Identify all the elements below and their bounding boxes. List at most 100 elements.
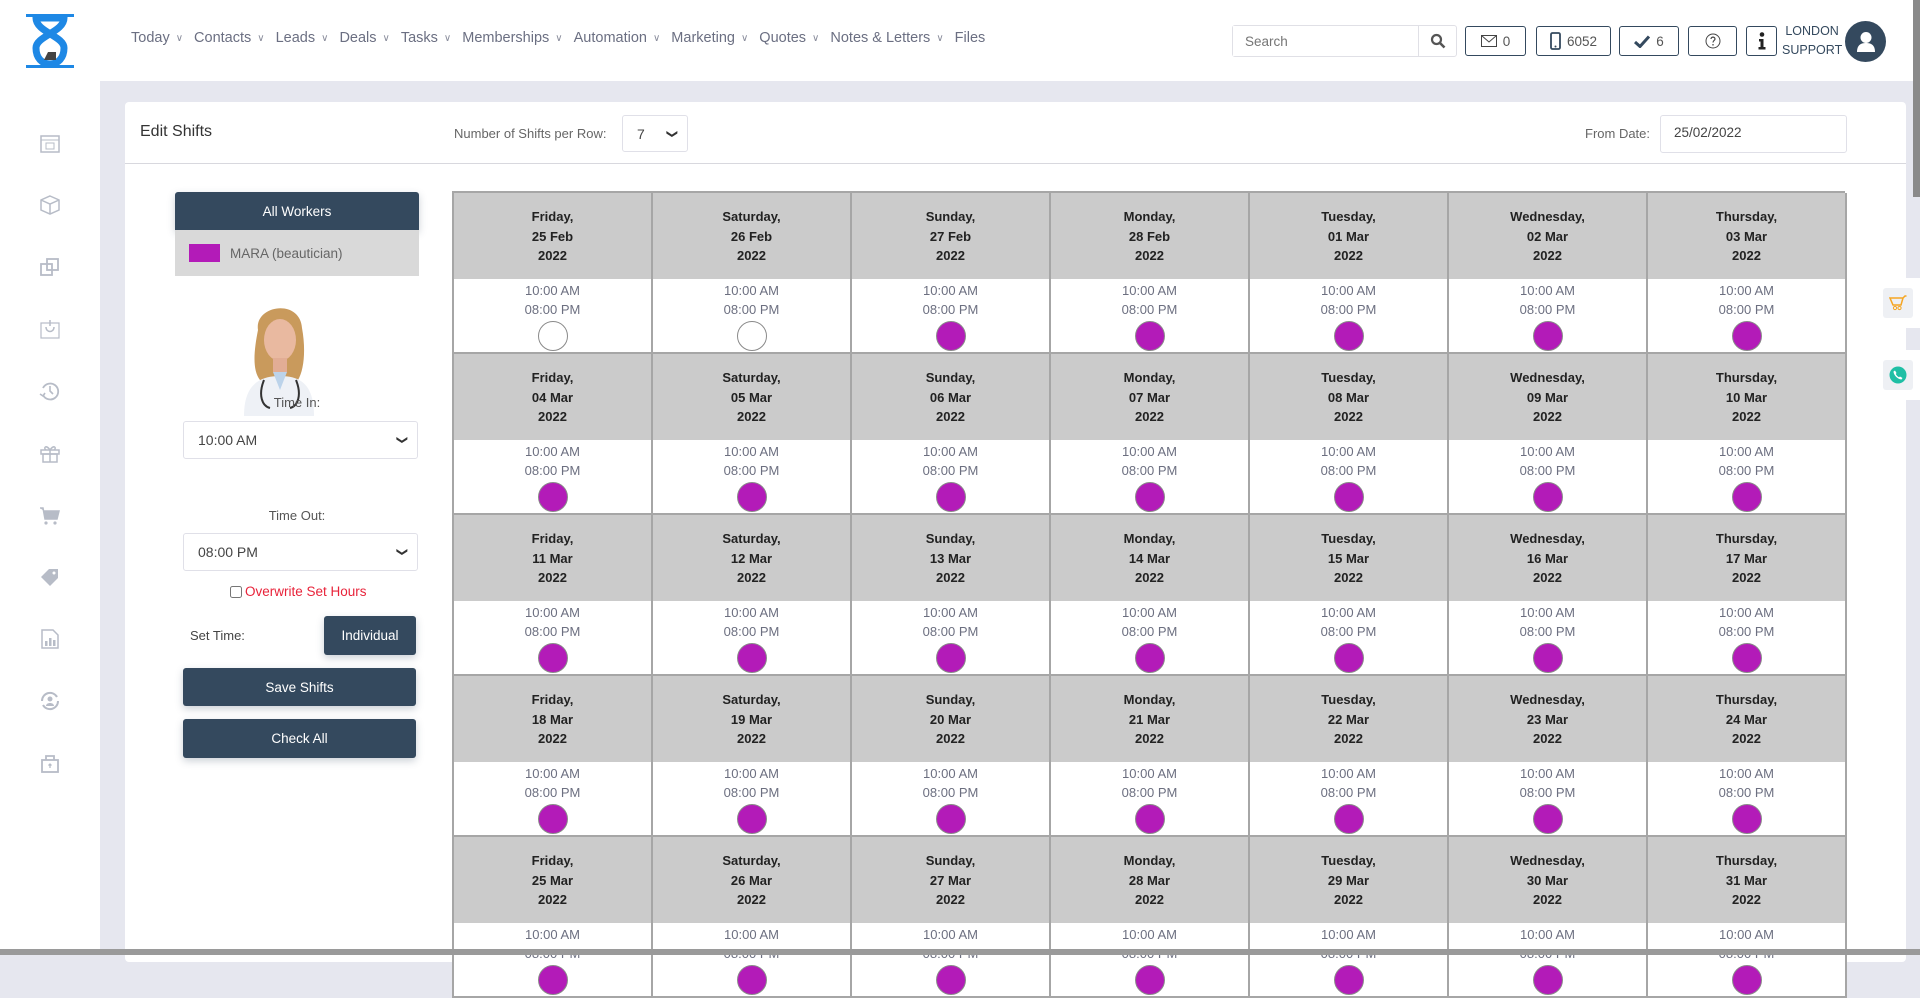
worker-item[interactable]: MARA (beautician) [175,230,419,276]
shift-toggle[interactable] [1333,965,1364,995]
sidebar-history-icon[interactable] [38,379,62,403]
sidebar-basket-icon[interactable] [38,317,62,341]
horizontal-scrollbar[interactable] [0,949,1920,955]
shift-date-header: Thursday, 31 Mar 2022 [1648,837,1845,923]
shift-toggle[interactable] [1532,804,1563,834]
cart-float-button[interactable] [1876,278,1920,328]
shift-cell: Saturday, 12 Mar 2022 10:00 AM 08:00 PM [653,515,852,676]
save-shifts-button[interactable]: Save Shifts [183,668,416,706]
nav-item-files[interactable]: Files [954,30,986,46]
sidebar-cart-icon[interactable] [38,503,62,527]
shift-toggle[interactable] [1731,643,1762,673]
shift-toggle[interactable] [1333,804,1364,834]
sidebar [0,81,100,955]
shift-cell: Wednesday, 09 Mar 2022 10:00 AM 08:00 PM [1449,354,1648,515]
shift-toggle[interactable] [1134,321,1165,351]
sidebar-user-sync-icon[interactable] [38,689,62,713]
shifts-per-row-select[interactable]: 7 ❯ [622,115,688,152]
shift-date-header: Sunday, 27 Feb 2022 [852,193,1049,279]
shift-toggle[interactable] [537,643,568,673]
overwrite-checkbox[interactable] [230,585,242,598]
sidebar-report-icon[interactable] [38,627,62,651]
phone-button[interactable]: 6052 [1536,26,1611,56]
shift-toggle[interactable] [537,482,568,512]
mail-button[interactable]: 0 [1465,26,1526,56]
overwrite-set-hours: Overwrite Set Hours [230,584,367,599]
sidebar-tag-icon[interactable] [38,565,62,589]
nav-item-leads[interactable]: Leads ∨ [275,30,329,46]
phone-float-button[interactable] [1876,350,1920,400]
shift-toggle[interactable] [736,482,767,512]
shift-toggle[interactable] [1333,643,1364,673]
nav-item-automation[interactable]: Automation ∨ [573,30,661,46]
nav-item-today[interactable]: Today ∨ [131,30,184,46]
search-input[interactable] [1233,26,1418,56]
main-nav: Today ∨ Contacts ∨ Leads ∨ Deals ∨ Tasks ∨ Members… [131,30,996,46]
vertical-scrollbar[interactable] [1913,0,1920,197]
shift-toggle[interactable] [1532,321,1563,351]
shift-toggle[interactable] [1532,643,1563,673]
shift-toggle[interactable] [1731,482,1762,512]
shift-toggle[interactable] [1333,482,1364,512]
avatar[interactable] [1845,21,1886,62]
shift-time-out: 08:00 PM [1519,785,1576,800]
shift-toggle[interactable] [935,321,966,351]
shift-toggle[interactable] [1134,643,1165,673]
sidebar-box-icon[interactable] [38,193,62,217]
shift-toggle[interactable] [1731,965,1762,995]
nav-item-marketing[interactable]: Marketing ∨ [671,30,749,46]
shift-date-header: Wednesday, 30 Mar 2022 [1449,837,1646,923]
shift-toggle[interactable] [537,321,568,351]
hourglass-logo[interactable] [24,14,76,68]
check-all-button[interactable]: Check All [183,719,416,758]
nav-item-notes-letters[interactable]: Notes & Letters ∨ [830,30,944,46]
shift-toggle[interactable] [1134,965,1165,995]
search-button[interactable] [1418,26,1456,56]
shift-toggle[interactable] [736,965,767,995]
shift-time-in: 10:00 AM [1520,766,1575,781]
shift-times: 10:00 AM 08:00 PM [653,279,850,352]
all-workers-button[interactable]: All Workers [175,192,419,230]
nav-item-memberships[interactable]: Memberships ∨ [462,30,563,46]
shift-times: 10:00 AM 08:00 PM [1449,762,1646,835]
shift-toggle[interactable] [537,804,568,834]
shift-times: 10:00 AM 08:00 PM [1648,440,1845,513]
shift-toggle[interactable] [736,643,767,673]
shift-toggle[interactable] [1731,804,1762,834]
nav-item-tasks[interactable]: Tasks ∨ [400,30,452,46]
shift-toggle[interactable] [1134,482,1165,512]
shift-toggle[interactable] [935,482,966,512]
shift-cell: Monday, 14 Mar 2022 10:00 AM 08:00 PM [1051,515,1250,676]
nav-item-quotes[interactable]: Quotes ∨ [759,30,820,46]
sidebar-lock-icon[interactable] [38,751,62,775]
sidebar-gift-icon[interactable] [38,441,62,465]
nav-item-contacts[interactable]: Contacts ∨ [194,30,265,46]
shift-toggle[interactable] [935,643,966,673]
shift-time-in: 10:00 AM [1520,927,1575,942]
info-button[interactable] [1746,26,1777,56]
from-date-input[interactable]: 25/02/2022 [1660,115,1847,153]
help-button[interactable] [1688,26,1737,56]
shift-toggle[interactable] [736,804,767,834]
shift-toggle[interactable] [1333,321,1364,351]
time-in-select[interactable]: 10:00 AM ❯ [183,421,418,459]
individual-button[interactable]: Individual [324,616,416,655]
user-name[interactable]: LONDON SUPPORT [1782,24,1843,57]
sidebar-calendar-icon[interactable] [38,131,62,155]
shift-toggle[interactable] [1532,965,1563,995]
shift-toggle[interactable] [935,804,966,834]
shift-date-header: Thursday, 03 Mar 2022 [1648,193,1845,279]
shift-toggle[interactable] [1731,321,1762,351]
shift-toggle[interactable] [1134,804,1165,834]
shift-toggle[interactable] [537,965,568,995]
shift-toggle[interactable] [1532,482,1563,512]
time-out-select[interactable]: 08:00 PM ❯ [183,533,418,571]
shift-time-in: 10:00 AM [923,927,978,942]
tasks-button[interactable]: 6 [1619,26,1679,56]
shift-toggle[interactable] [935,965,966,995]
shift-toggle[interactable] [736,321,767,351]
sidebar-copy-icon[interactable] [38,255,62,279]
nav-item-deals[interactable]: Deals ∨ [339,30,390,46]
